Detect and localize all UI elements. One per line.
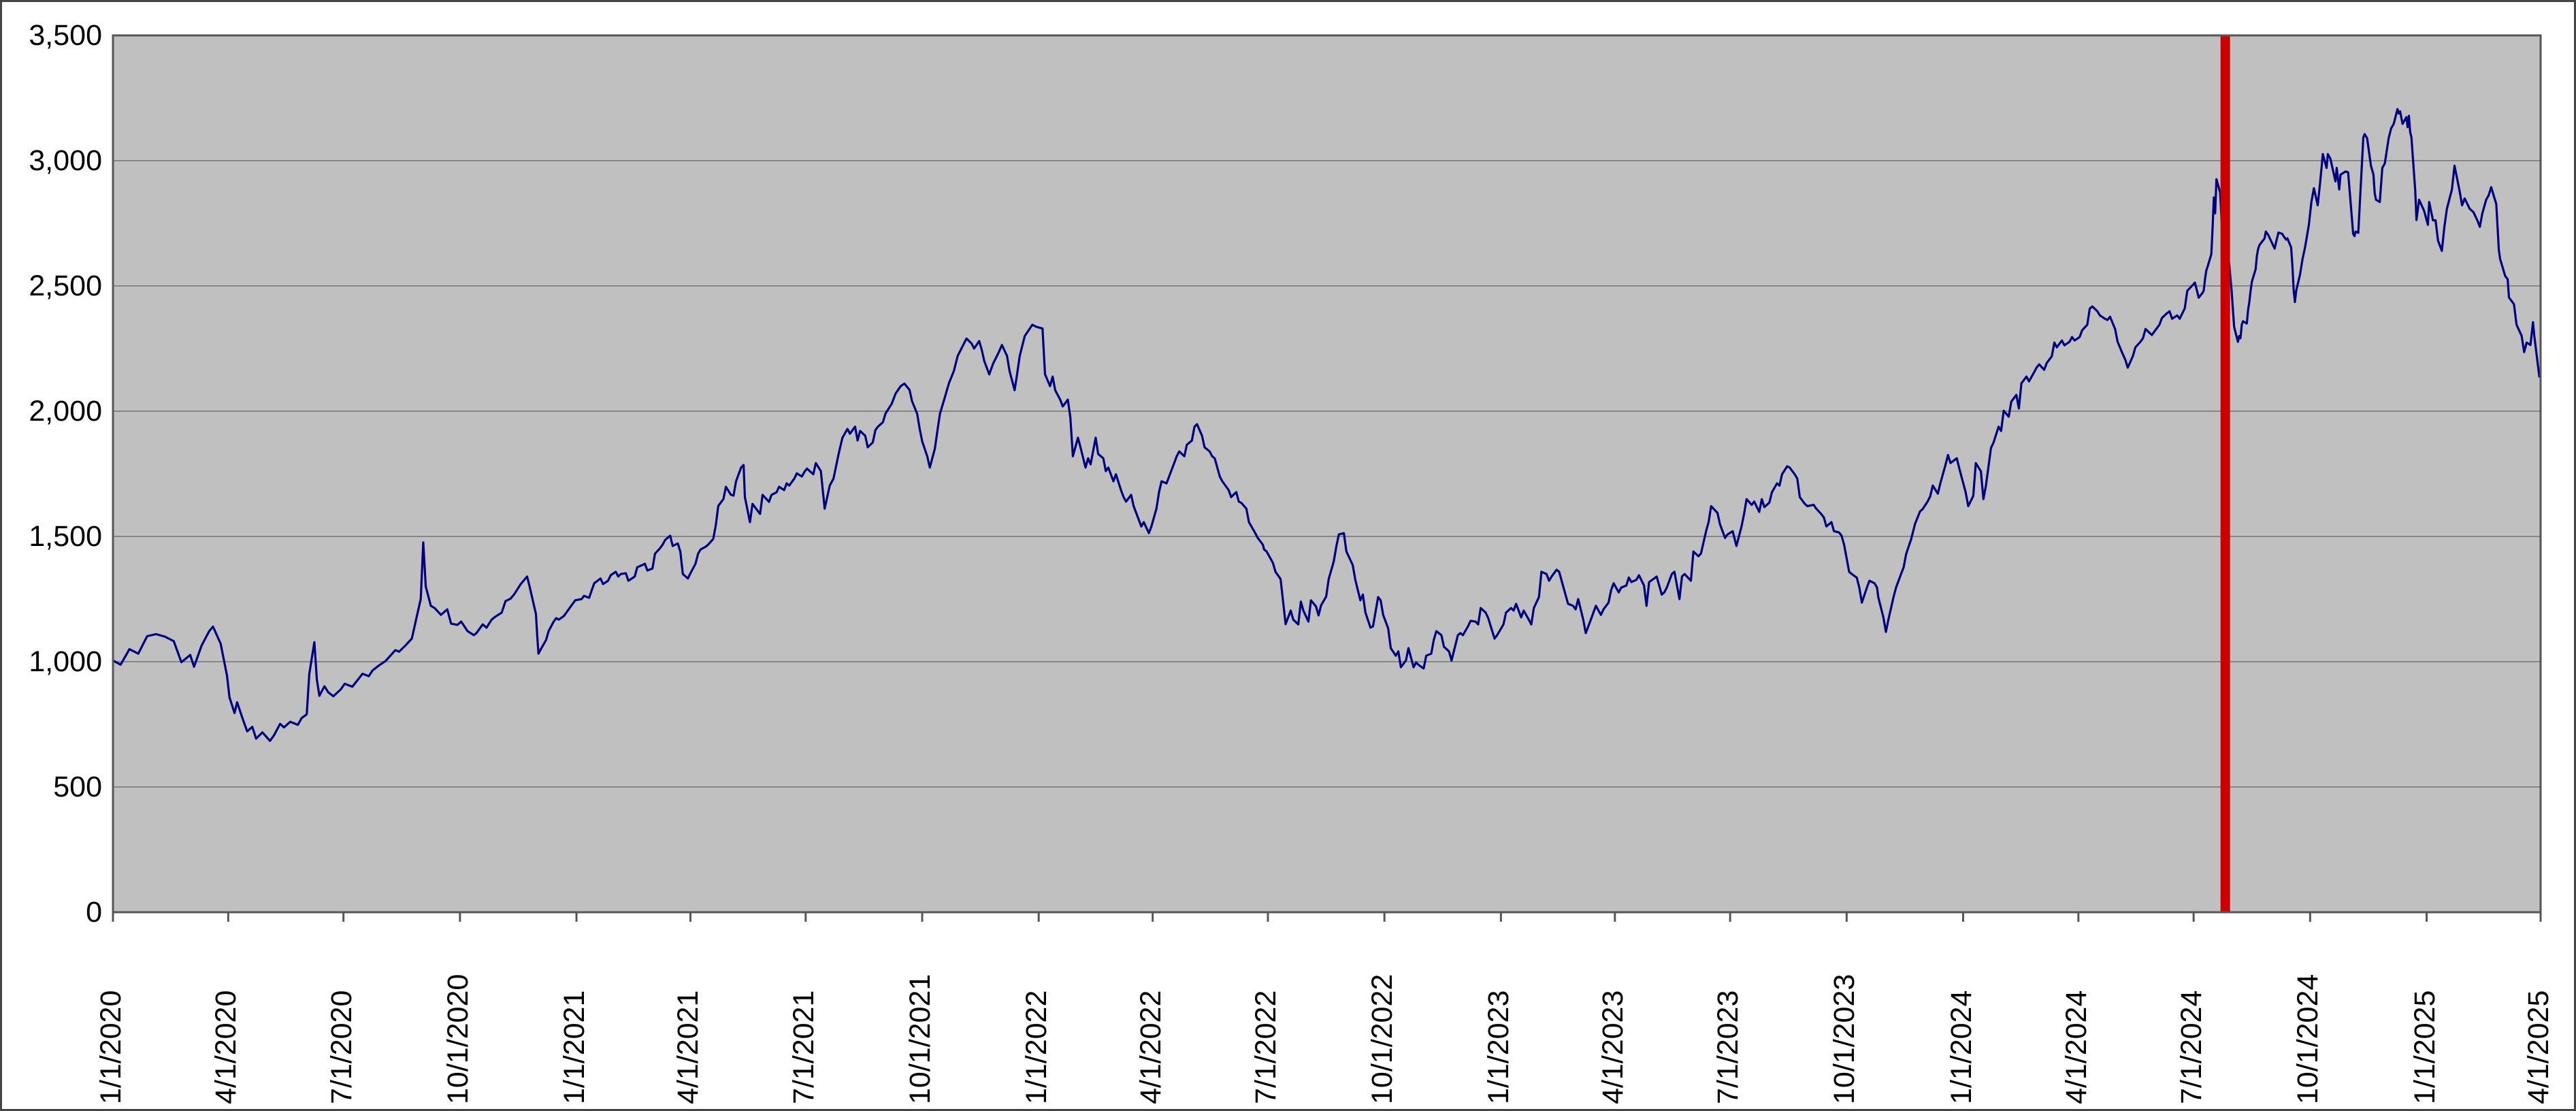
x-axis-label: 7/1/2021 [787,990,820,1104]
x-axis-label: 1/1/2023 [1482,990,1516,1104]
x-axis-label: 7/1/2022 [1249,990,1282,1104]
x-axis-label: 10/1/2022 [1366,973,1399,1104]
y-axis-label: 2,000 [29,395,102,428]
y-axis-label: 0 [86,896,102,929]
x-axis-label: 10/1/2023 [1828,973,1861,1104]
x-axis-label: 4/1/2021 [672,990,705,1104]
price-line [112,108,2542,742]
x-axis-label: 1/1/2025 [2408,990,2441,1104]
plot-border [112,34,2542,914]
x-axis-label: 4/1/2024 [2059,990,2093,1104]
x-axis-label: 7/1/2023 [1712,990,1745,1104]
y-axis-label: 500 [53,771,102,803]
x-axis-label: 10/1/2021 [904,973,936,1104]
x-axis-label: 10/1/2024 [2292,973,2325,1104]
x-axis-label: 7/1/2024 [2175,990,2208,1104]
x-axis-label: 4/1/2023 [1596,990,1629,1104]
x-axis-label: 1/1/2024 [1944,990,1978,1104]
x-axis-label: 1/1/2022 [1020,990,1054,1104]
y-axis-label: 3,000 [29,144,102,177]
x-axis-label: 7/1/2020 [325,990,358,1104]
y-axis-label: 2,500 [29,270,102,302]
y-axis-label: 3,500 [29,19,102,52]
x-axis-label: 4/1/2020 [210,990,243,1104]
x-axis-label: 4/1/2022 [1134,990,1167,1104]
x-axis-label: 1/1/2021 [558,990,591,1104]
y-axis-label: 1,500 [29,520,102,553]
x-axis-label: 1/1/2020 [95,990,127,1104]
plot-area [113,35,2541,912]
x-axis-label: 4/1/2025 [2522,990,2555,1104]
x-axis-label: 10/1/2020 [441,973,474,1104]
y-axis-label: 1,000 [29,645,102,678]
